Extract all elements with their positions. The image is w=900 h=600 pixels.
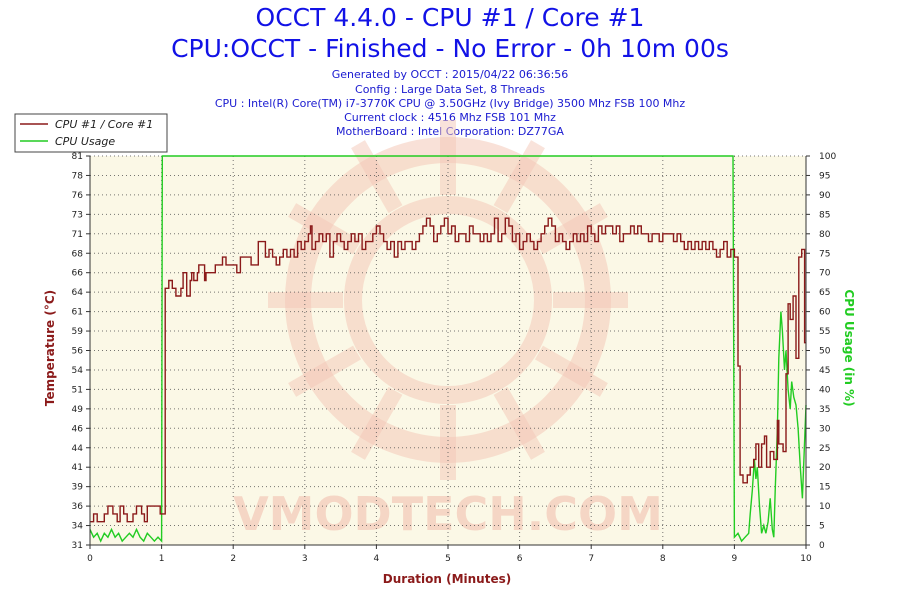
y-tick-label-right: 55 (819, 327, 830, 337)
x-tick-label: 1 (159, 554, 165, 564)
y-tick-label-left: 56 (72, 347, 84, 357)
y-tick-label-left: 81 (72, 152, 83, 162)
y-tick-label-right: 95 (819, 171, 830, 181)
y-tick-label-left: 76 (72, 191, 84, 201)
info-cpu: CPU : Intel(R) Core(TM) i7-3770K CPU @ 3… (214, 97, 686, 110)
y-tick-label-left: 41 (72, 463, 83, 473)
x-tick-label: 6 (517, 554, 523, 564)
y-tick-label-right: 100 (819, 152, 836, 162)
grid-lines (89, 155, 807, 546)
y-tick-label-left: 51 (72, 385, 83, 395)
y-tick-label-left: 46 (72, 424, 84, 434)
y-tick-label-left: 64 (72, 288, 84, 298)
legend-box (14, 113, 168, 153)
y-tick-label-right: 25 (819, 444, 830, 454)
legend-label: CPU #1 / Core #1 (55, 118, 153, 131)
y-tick-label-right: 5 (819, 522, 825, 532)
y-tick-label-right: 15 (819, 483, 830, 493)
info-generated: Generated by OCCT : 2015/04/22 06:36:56 (331, 68, 569, 81)
y-tick-label-left: 44 (72, 444, 84, 454)
y-axis-label-right: CPU Usage (in %) (842, 289, 856, 406)
series-temperature-line (90, 217, 806, 523)
x-tick-label: 2 (230, 554, 236, 564)
y-axis-label-left: Temperature (°C) (43, 290, 57, 406)
y-tick-label-left: 59 (72, 327, 84, 337)
y-tick-label-left: 68 (72, 249, 84, 259)
chart-title: OCCT 4.4.0 - CPU #1 / Core #1 (255, 3, 645, 32)
y-tick-label-right: 85 (819, 210, 830, 220)
y-tick-label-left: 36 (72, 502, 84, 512)
chart-subtitle: CPU:OCCT - Finished - No Error - 0h 10m … (171, 34, 729, 63)
y-tick-label-right: 75 (819, 249, 830, 259)
series-layer (89, 155, 807, 543)
y-tick-label-left: 31 (72, 541, 83, 551)
x-tick-label: 5 (445, 554, 451, 564)
x-tick-label: 10 (800, 554, 812, 564)
y-tick-label-right: 0 (819, 541, 825, 551)
y-tick-label-left: 54 (72, 366, 84, 376)
y-tick-label-left: 78 (72, 171, 84, 181)
legend-label: CPU Usage (55, 135, 115, 148)
y-tick-label-right: 35 (819, 405, 830, 415)
info-clock: Current clock : 4516 Mhz FSB 101 Mhz (344, 111, 556, 124)
x-tick-label: 7 (588, 554, 594, 564)
y-tick-label-left: 39 (72, 483, 84, 493)
x-tick-label: 3 (302, 554, 308, 564)
info-config: Config : Large Data Set, 8 Threads (355, 83, 545, 96)
watermark-spoke (351, 386, 403, 460)
y-tick-label-right: 20 (819, 463, 831, 473)
y-tick-label-right: 60 (819, 308, 831, 318)
y-tick-label-left: 73 (72, 210, 83, 220)
x-tick-label: 4 (374, 554, 380, 564)
y-tick-label-right: 80 (819, 230, 831, 240)
y-tick-label-left: 49 (72, 405, 84, 415)
x-tick-label: 9 (732, 554, 738, 564)
watermark-spoke (288, 203, 362, 255)
series-usage-line (89, 155, 807, 543)
y-tick-label-right: 70 (819, 269, 831, 279)
watermark-spoke (288, 345, 362, 397)
y-tick-label-right: 65 (819, 288, 830, 298)
watermark-spoke (534, 203, 608, 255)
x-tick-label: 0 (87, 554, 93, 564)
y-tick-label-right: 40 (819, 385, 831, 395)
watermark-spoke (493, 386, 545, 460)
legend: CPU #1 / Core #1 CPU Usage (14, 113, 168, 153)
y-tick-label-left: 34 (72, 522, 84, 532)
x-axis-label: Duration (Minutes) (383, 572, 511, 586)
y-tick-label-right: 45 (819, 366, 830, 376)
y-tick-label-right: 30 (819, 424, 831, 434)
y-tick-label-left: 66 (72, 269, 84, 279)
y-tick-label-left: 61 (72, 308, 83, 318)
y-tick-label-right: 10 (819, 502, 831, 512)
y-tick-label-left: 71 (72, 230, 83, 240)
y-tick-label-right: 50 (819, 347, 831, 357)
tick-labels: 0 1 2 3 4 5 6 7 8 9 103134363941444649515456596164… (72, 152, 837, 564)
y-tick-label-right: 90 (819, 191, 831, 201)
watermark-spoke (534, 345, 608, 397)
x-tick-label: 8 (660, 554, 666, 564)
